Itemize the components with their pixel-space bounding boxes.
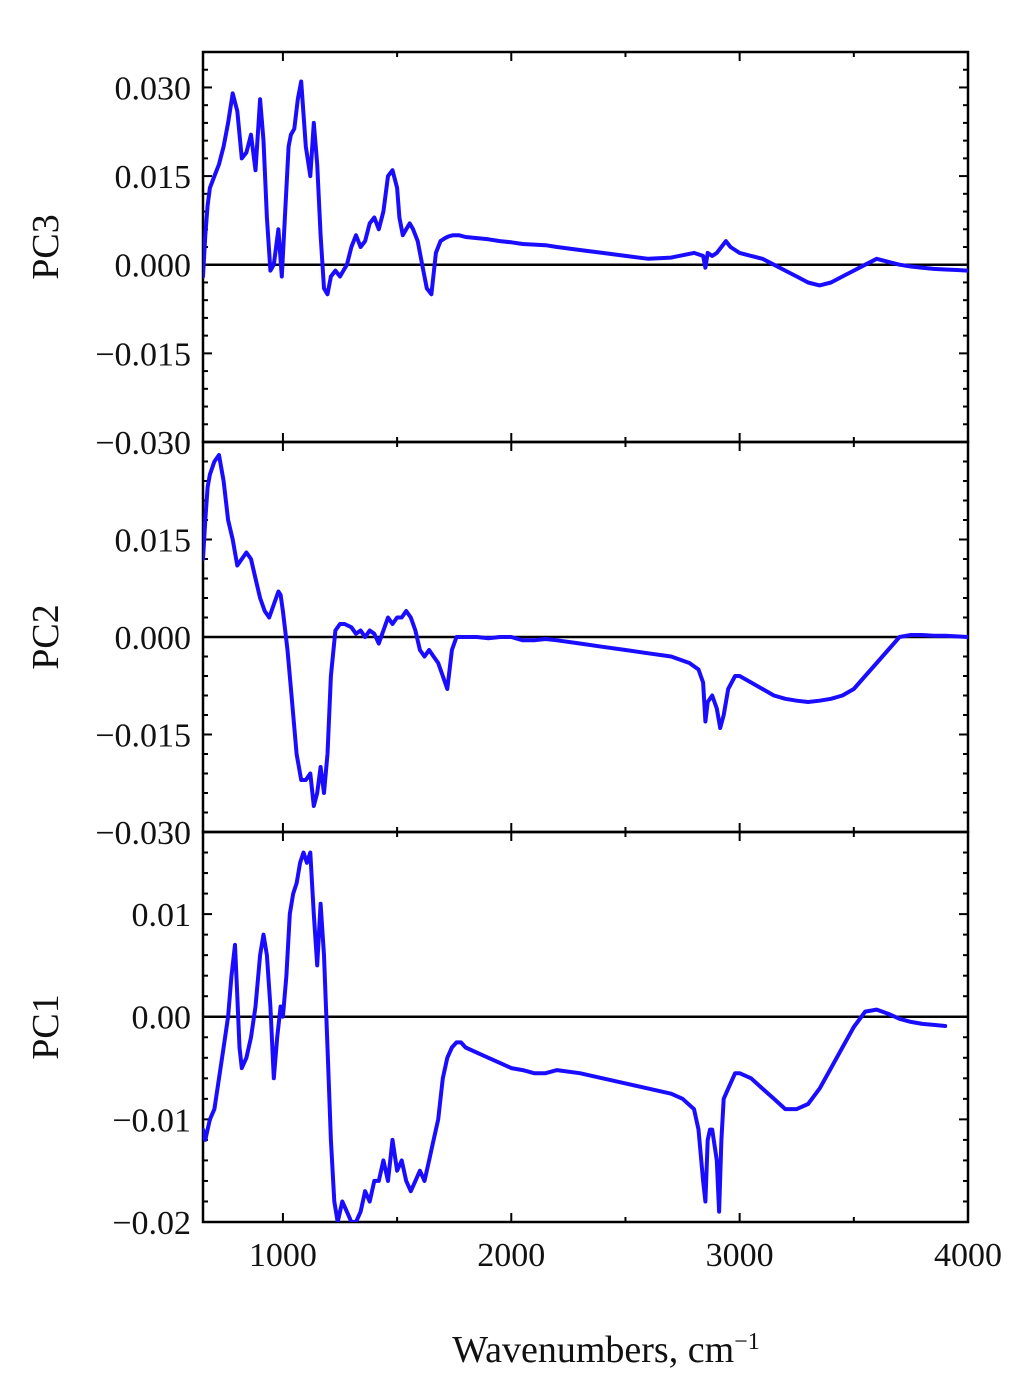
y-tick-label: 0.015 [115,523,192,560]
y-tick-label: −0.015 [95,718,191,755]
y-tick-label: 0.00 [132,1000,192,1037]
x-axis: 1000 2000 3000 4000 [249,1237,1002,1274]
panel-pc2: 0.015 0.000 −0.015 −0.030 PC2 [25,440,970,852]
x-axis-title: Wavenumbers, cm−1 [452,1329,759,1371]
y-axis-title-pc1: PC1 [25,994,67,1059]
x-tick-label: 3000 [706,1237,774,1274]
y-tick-label: −0.02 [112,1205,191,1242]
panel-pc1: 0.01 0.00 −0.01 −0.02 PC1 [25,830,970,1242]
panel-pc3: 0.030 0.015 0.000 −0.015 −0.030 PC3 [25,50,970,462]
y-tick-label: −0.015 [95,336,191,373]
y-axis-title-pc3: PC3 [25,214,67,279]
series-line-pc1 [203,850,948,1222]
y-tick-label: 0.01 [132,897,192,934]
y-tick-label: 0.030 [115,70,192,107]
y-tick-label: 0.000 [115,620,192,657]
y-tick-label: 0.000 [115,248,192,285]
y-tick-label: −0.030 [95,425,191,462]
series-line-pc3 [203,79,968,297]
y-tick-label: 0.015 [115,159,192,196]
panel-frame [201,830,970,1224]
x-tick-label: 2000 [477,1237,545,1274]
x-axis-title-text: Wavenumbers, cm [452,1329,734,1371]
x-tick-label: 1000 [249,1237,317,1274]
series-line-pc2 [203,453,968,808]
panel-frame [201,50,970,444]
x-tick-label: 4000 [934,1237,1002,1274]
x-axis-title-superscript: −1 [734,1329,760,1355]
panels-layer: 0.0300.0150.000−0.015−0.030PC30.0150.000… [25,50,970,1242]
y-tick-label: −0.01 [112,1102,191,1139]
y-axis-title-pc2: PC2 [25,604,67,669]
y-tick-label: −0.030 [95,815,191,852]
